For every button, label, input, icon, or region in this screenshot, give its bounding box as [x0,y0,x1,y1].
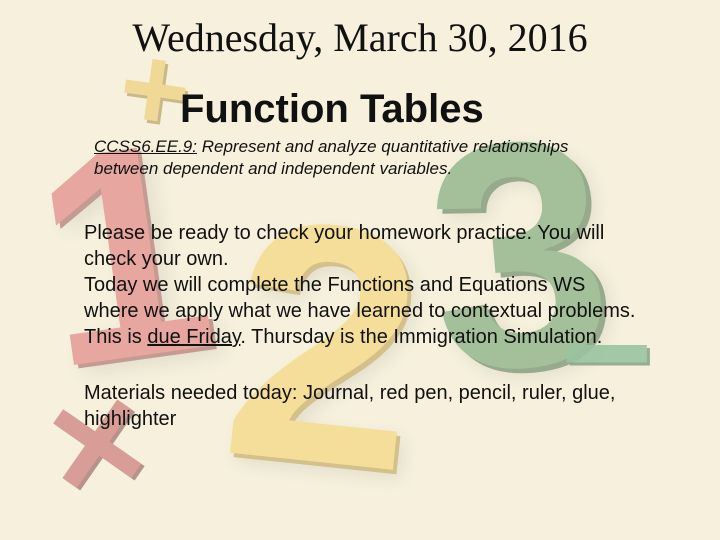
body-part1: Please be ready to check your homework p… [84,222,604,270]
standard-code: CCSS6.EE.9: [94,137,197,156]
materials-line: Materials needed today: Journal, red pen… [84,380,636,432]
body-part2b: . Thursday is the Immigration Simulation… [240,326,602,348]
slide-title: Function Tables [180,87,698,132]
standard-line: CCSS6.EE.9: Represent and analyze quanti… [94,136,628,180]
body-text: Please be ready to check your homework p… [84,220,636,350]
body-underlined: due Friday [147,326,240,348]
slide-date: Wednesday, March 30, 2016 [22,14,698,61]
slide-content: Wednesday, March 30, 2016 Function Table… [0,0,720,540]
